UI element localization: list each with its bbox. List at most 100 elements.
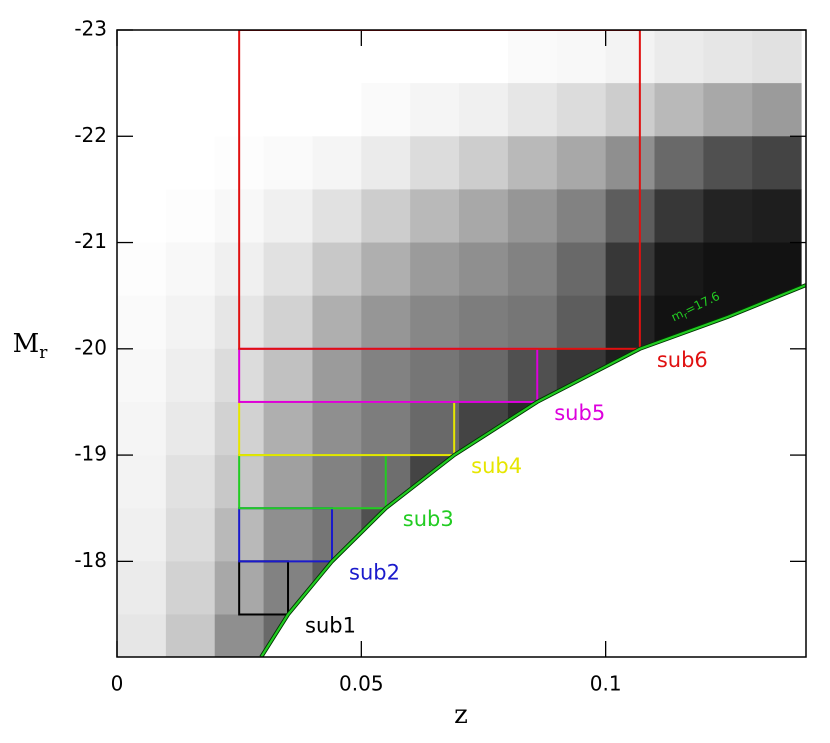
density-cell [556, 508, 607, 562]
density-cell [507, 348, 558, 403]
density-cell [654, 508, 704, 562]
density-cell [312, 401, 362, 456]
density-cell [459, 561, 509, 615]
density-cell [410, 614, 460, 657]
density-cell [507, 295, 558, 350]
density-cell [312, 348, 362, 403]
density-cell [312, 189, 362, 244]
density-cell [703, 136, 753, 190]
limit-label-sub: r [682, 311, 690, 322]
density-cell [361, 189, 411, 244]
plot-layer: 0 0.05 0.1 -23 -22 -21 -20 -19 -18 sub1 sub2 sub3 su… [74, 17, 806, 696]
density-cell [752, 136, 802, 190]
density-cell [703, 242, 753, 297]
density-cell [556, 30, 607, 84]
density-cell [410, 83, 460, 137]
density-cell [459, 508, 509, 562]
x-tick-label: 0.05 [339, 672, 384, 696]
density-cell [703, 455, 753, 509]
density-cell [654, 401, 704, 456]
density-cell [117, 348, 167, 403]
density-cell [410, 401, 460, 456]
density-cell [263, 136, 313, 190]
y-tick-label: -23 [74, 17, 107, 41]
density-cell [459, 242, 509, 297]
density-cell [556, 455, 607, 509]
density-cell [752, 401, 802, 456]
sample-box [238, 30, 641, 350]
density-cell [752, 455, 802, 509]
density-cell [165, 83, 216, 137]
density-cell [605, 455, 656, 509]
y-axis-label: Mr [13, 329, 49, 363]
density-cell [459, 614, 509, 657]
density-cell [605, 508, 656, 562]
density-cell [165, 561, 216, 615]
density-cell [117, 401, 167, 456]
density-cell [263, 455, 313, 509]
density-cell [117, 136, 167, 190]
density-cell [165, 189, 216, 244]
density-cell [312, 455, 362, 509]
x-axis-label: z [454, 700, 468, 730]
density-cell [752, 83, 802, 137]
density-cell [654, 189, 704, 244]
density-cell [165, 295, 216, 350]
density-cell [165, 242, 216, 297]
density-cell [556, 136, 607, 190]
density-cell [703, 508, 753, 562]
density-cell [263, 295, 313, 350]
density-cell [507, 30, 558, 84]
density-cell [556, 295, 607, 350]
density-cell [605, 614, 656, 657]
density-cell [410, 136, 460, 190]
density-cell [752, 561, 802, 615]
density-cell [605, 401, 656, 456]
density-cell [654, 614, 704, 657]
y-tick-label: -22 [74, 123, 107, 147]
density-cell [263, 189, 313, 244]
density-cell [556, 242, 607, 297]
density-cell [654, 30, 704, 84]
density-cell [410, 561, 460, 615]
density-cell [703, 30, 753, 84]
density-cell [556, 561, 607, 615]
density-cell [361, 136, 411, 190]
density-cell [459, 348, 509, 403]
density-cell [117, 508, 167, 562]
density-cell [752, 189, 802, 244]
density-cell [654, 455, 704, 509]
density-cell [165, 30, 216, 84]
sample-label: sub6 [657, 348, 708, 372]
density-cell [361, 401, 411, 456]
density-cell [165, 455, 216, 509]
y-tick-label: -18 [74, 548, 107, 572]
y-tick-label: -21 [74, 229, 107, 253]
density-cell [752, 30, 802, 84]
density-cell [117, 83, 167, 137]
density-cell [752, 242, 802, 297]
y-label-main: M [13, 329, 40, 359]
density-cell [654, 561, 704, 615]
limit-label-main: m [669, 306, 686, 324]
density-cell [117, 295, 167, 350]
density-cell [361, 83, 411, 137]
density-cell [263, 348, 313, 403]
density-cell [263, 30, 313, 84]
density-cell [263, 401, 313, 456]
density-cell [507, 508, 558, 562]
density-cell [263, 242, 313, 297]
density-cell [410, 295, 460, 350]
density-cell [556, 348, 607, 403]
density-cell [410, 348, 460, 403]
density-cell [117, 561, 167, 615]
sample-label: sub5 [554, 401, 605, 425]
sample-label: sub3 [403, 507, 454, 531]
density-cell [507, 561, 558, 615]
density-cell [752, 614, 802, 657]
density-cell [703, 83, 753, 137]
y-tick-label: -20 [74, 335, 107, 359]
sample-boxes [238, 30, 641, 616]
density-cell [263, 83, 313, 137]
density-cell [312, 30, 362, 84]
